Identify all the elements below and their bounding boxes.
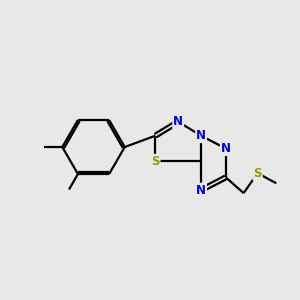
Text: N: N — [196, 184, 206, 196]
Text: N: N — [196, 129, 206, 142]
Text: S: S — [253, 167, 262, 180]
Text: S: S — [151, 155, 160, 168]
Text: N: N — [173, 115, 183, 128]
Text: N: N — [221, 142, 231, 155]
